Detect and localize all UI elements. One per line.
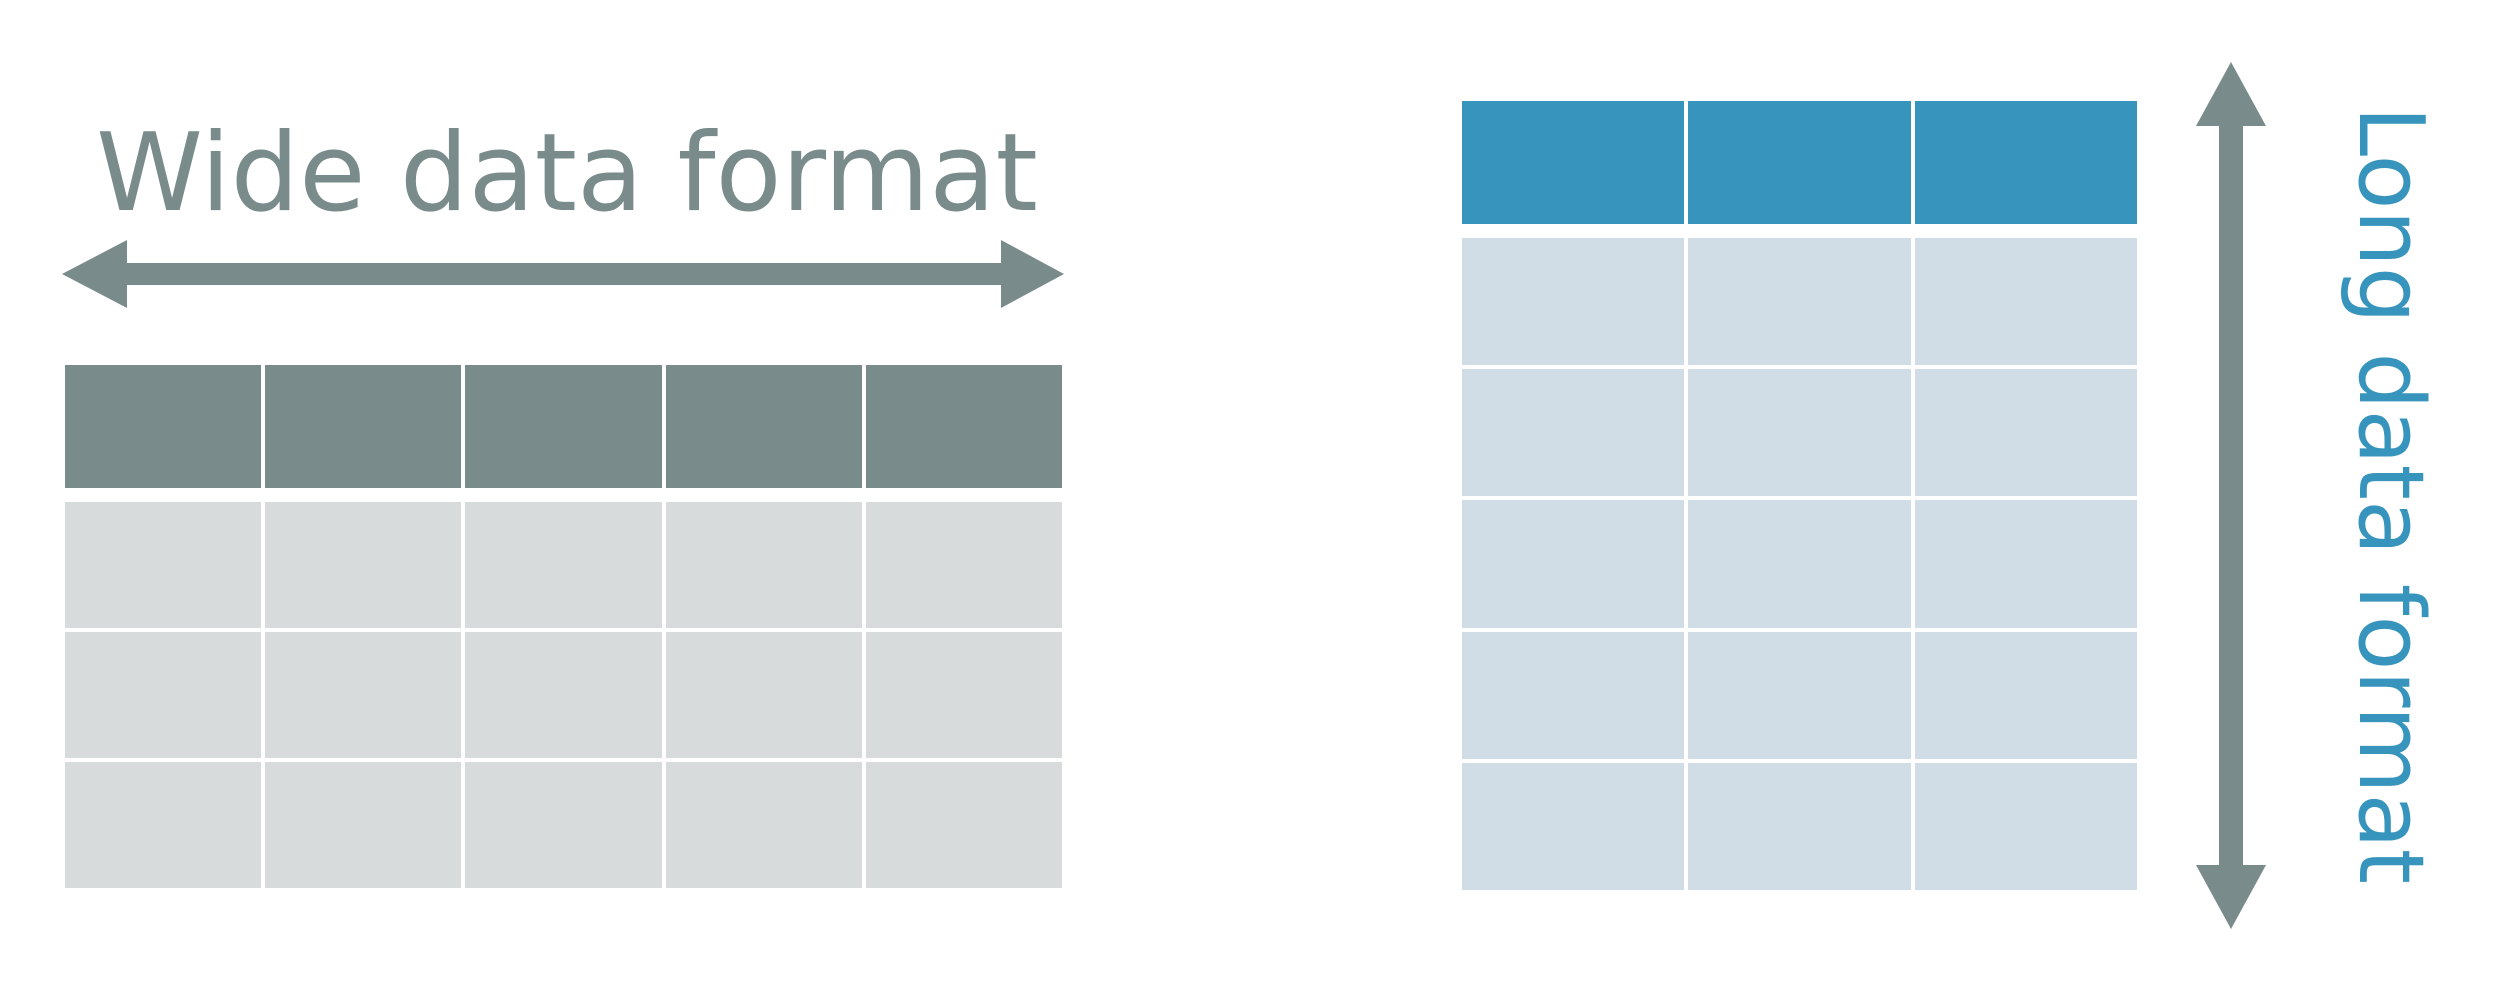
long-body-cell [1914, 369, 2137, 497]
wide-body-cell [65, 632, 262, 758]
long-body-cell [1462, 369, 1685, 497]
long-body-cell [1462, 631, 1685, 759]
wide-body-cell [665, 762, 862, 888]
wide-header-cell [665, 365, 862, 488]
long-body-cell [1462, 762, 1685, 890]
wide-body-cell [465, 762, 662, 888]
long-header-cell [1462, 101, 1685, 224]
long-body-cell [1914, 762, 2137, 890]
long-body-cell [1914, 631, 2137, 759]
wide-header-cell [265, 365, 462, 488]
long-header-cell [1914, 101, 2137, 224]
wide-body-cell [65, 762, 262, 888]
long-header-cell [1688, 101, 1911, 224]
long-data-table [1462, 101, 2137, 894]
wide-body-cell [865, 502, 1062, 628]
wide-body-cell [265, 502, 462, 628]
long-body-cell [1914, 238, 2137, 366]
wide-body-cell [865, 762, 1062, 888]
long-body-cell [1688, 369, 1911, 497]
wide-body-cell [465, 632, 662, 758]
wide-body-cell [665, 502, 862, 628]
wide-header-cell [865, 365, 1062, 488]
long-body-cell [1462, 500, 1685, 628]
wide-body-cell [865, 632, 1062, 758]
long-body-cell [1914, 500, 2137, 628]
wide-header-cell [465, 365, 662, 488]
wide-body-cell [65, 502, 262, 628]
long-body-cell [1688, 238, 1911, 366]
long-body-cell [1688, 762, 1911, 890]
wide-header-cell [65, 365, 262, 488]
wide-data-table [65, 365, 1062, 892]
wide-body-cell [465, 502, 662, 628]
long-body-cell [1462, 238, 1685, 366]
long-format-label-text: Long data format [2338, 105, 2443, 885]
wide-body-cell [265, 762, 462, 888]
long-body-cell [1688, 631, 1911, 759]
wide-body-cell [665, 632, 862, 758]
wide-format-label: Wide data format [96, 111, 1038, 236]
wide-body-cell [265, 632, 462, 758]
long-body-cell [1688, 500, 1911, 628]
